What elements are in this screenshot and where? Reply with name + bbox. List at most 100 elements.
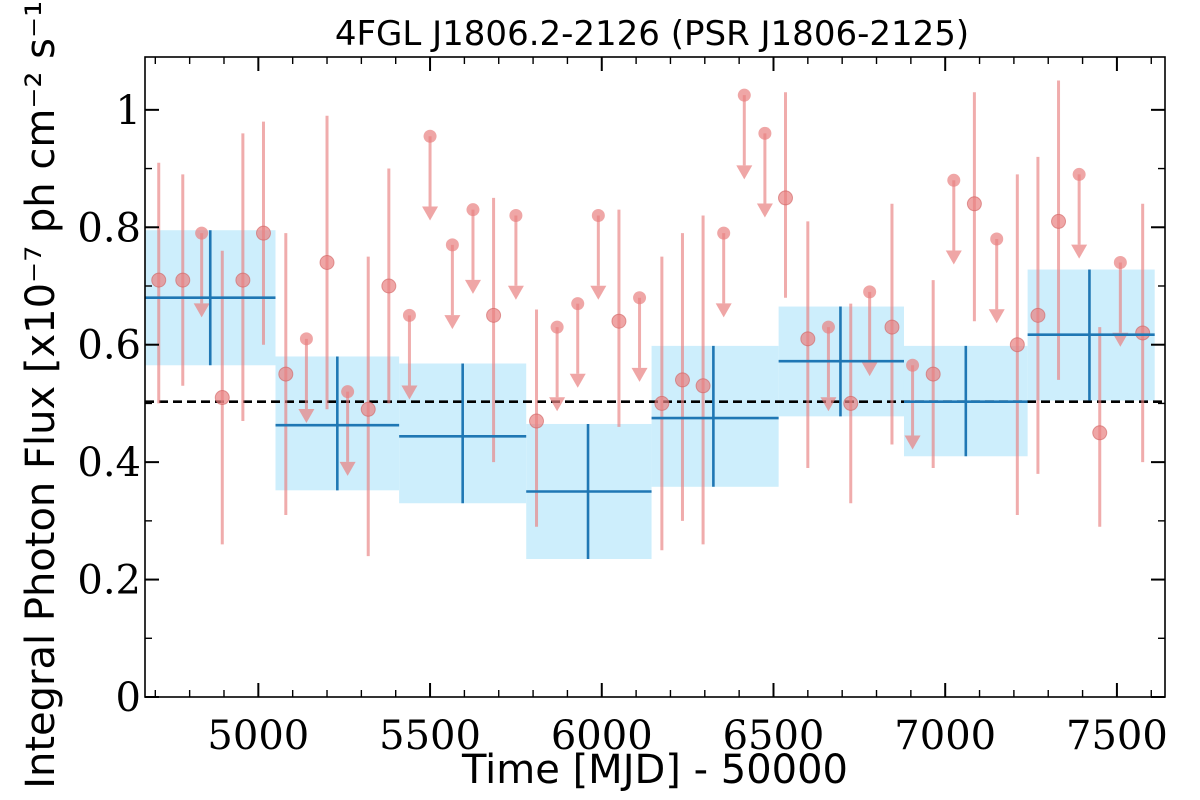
- long-bin-crosses: [145, 230, 1155, 560]
- chart-title: 4FGL J1806.2-2126 (PSR J1806-2125): [335, 14, 969, 54]
- upper-limit-arrowhead: [756, 203, 773, 218]
- upper-limit: [549, 320, 566, 412]
- upper-limit-marker: [423, 129, 437, 143]
- long-bin: [399, 363, 527, 504]
- long-bin: [903, 345, 1028, 457]
- detection-point: [611, 209, 627, 427]
- upper-limit: [736, 88, 753, 180]
- detection-marker: [175, 272, 191, 288]
- x-tick-label: 5000: [207, 713, 309, 759]
- upper-limit-arrowhead: [339, 461, 356, 476]
- detection-marker: [214, 390, 230, 406]
- upper-limit-arrowhead: [904, 435, 921, 450]
- upper-limit: [820, 320, 837, 412]
- long-bin-error-bands: [145, 230, 1155, 560]
- long-bin: [651, 345, 779, 487]
- upper-limit-arrowhead: [401, 385, 418, 400]
- detection-point: [486, 197, 502, 463]
- detection-point: [235, 133, 251, 422]
- detection-point: [966, 92, 982, 322]
- detection-marker: [1135, 325, 1151, 341]
- upper-limit-arrowhead: [298, 409, 315, 424]
- detection-point: [1135, 203, 1151, 463]
- upper-limit-arrowhead: [861, 362, 878, 377]
- detection-point: [800, 221, 816, 469]
- short-bin-points: [151, 80, 1151, 557]
- upper-limit-marker: [717, 226, 731, 240]
- detection-marker: [884, 319, 900, 335]
- upper-limit-marker: [821, 320, 835, 334]
- long-bin: [145, 230, 276, 366]
- upper-limit-marker: [737, 88, 751, 102]
- detection-marker: [1051, 213, 1067, 229]
- upper-limit-arrowhead: [422, 206, 439, 221]
- upper-limit-marker: [341, 385, 355, 399]
- upper-limit-arrowhead: [715, 303, 732, 318]
- upper-limit-marker: [591, 209, 605, 223]
- detection-point: [778, 92, 794, 298]
- detection-marker: [611, 313, 627, 329]
- long-bin-band: [651, 345, 779, 487]
- detection-marker: [1009, 337, 1025, 353]
- x-tick-label: 6500: [723, 713, 825, 759]
- x-axis-ticks: 5000 5500 6000 6500 7000 7500: [154, 57, 1168, 759]
- y-tick-label: 0.6: [77, 323, 141, 369]
- x-tick-label: 5500: [379, 713, 481, 759]
- upper-limit-marker: [299, 332, 313, 346]
- upper-limit-arrowhead: [569, 373, 586, 388]
- detection-marker: [654, 395, 670, 411]
- upper-limit: [422, 129, 439, 221]
- upper-limit-arrowhead: [1071, 244, 1088, 259]
- detection-marker: [778, 190, 794, 206]
- upper-limit-marker: [509, 209, 523, 223]
- detection-point: [843, 303, 859, 504]
- detection-marker: [235, 272, 251, 288]
- detection-marker: [966, 196, 982, 212]
- upper-limit: [988, 232, 1005, 324]
- detection-marker: [255, 225, 271, 241]
- long-bin: [778, 306, 904, 417]
- detection-point: [214, 250, 230, 545]
- y-axis-label: Integral Photon Flux [x10⁻⁷ ph cm⁻² s⁻¹]: [18, 0, 64, 789]
- upper-limit: [945, 173, 962, 265]
- detection-marker: [360, 401, 376, 417]
- upper-limit-arrowhead: [444, 315, 461, 330]
- upper-limit: [444, 238, 461, 330]
- upper-limit: [298, 332, 315, 424]
- y-axis-ticks: 0 0.2 0.4 0.6 0.8 1: [77, 88, 1165, 721]
- upper-limit-marker: [466, 203, 480, 217]
- upper-limit-marker: [947, 173, 961, 187]
- upper-limit-marker: [571, 297, 585, 311]
- upper-limit-arrowhead: [590, 285, 607, 300]
- upper-limit-marker: [863, 285, 877, 299]
- detection-marker: [674, 372, 690, 388]
- detection-point: [360, 256, 376, 557]
- upper-limit-marker: [906, 358, 920, 372]
- detection-marker: [843, 395, 859, 411]
- detection-marker: [1092, 425, 1108, 441]
- y-tick-label: 0.2: [77, 558, 141, 604]
- upper-limit-marker: [550, 320, 564, 334]
- upper-limit: [631, 291, 648, 382]
- detection-marker: [151, 272, 167, 288]
- upper-limit: [590, 209, 607, 300]
- detection-point: [925, 280, 941, 469]
- long-bin: [526, 423, 652, 560]
- detection-point: [654, 256, 670, 551]
- upper-limit: [339, 385, 356, 476]
- detection-marker: [529, 413, 545, 429]
- upper-limit-marker: [1072, 167, 1086, 181]
- upper-limit: [569, 297, 586, 388]
- upper-limit-marker: [990, 232, 1004, 246]
- detection-marker: [381, 278, 397, 294]
- x-tick-label: 6000: [551, 713, 653, 759]
- upper-limit: [904, 358, 921, 450]
- detection-point: [674, 233, 690, 521]
- upper-limit: [715, 226, 732, 318]
- upper-limit: [507, 209, 524, 300]
- detection-marker: [695, 378, 711, 394]
- upper-limit-arrowhead: [1112, 332, 1129, 347]
- long-bin: [1027, 269, 1155, 401]
- upper-limit: [464, 203, 481, 294]
- upper-limit-arrowhead: [193, 303, 210, 318]
